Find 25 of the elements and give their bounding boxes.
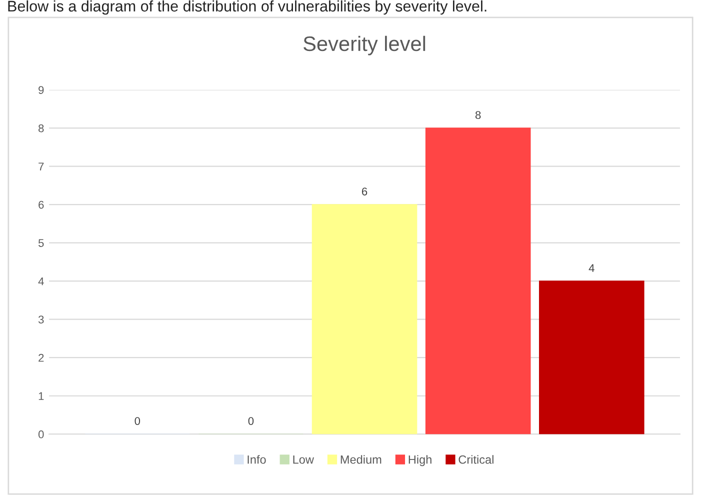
y-tick-label: 6 (38, 200, 44, 209)
data-label: 4 (588, 264, 594, 272)
bar (538, 280, 644, 434)
text: Below is a diagram of the distribution of vulnerabilities by severity level. (8, 0, 486, 15)
chart-title: Severity level (304, 36, 426, 56)
bar (312, 204, 418, 434)
legend-label: High (408, 455, 432, 466)
y-tick-label: 4 (38, 277, 44, 286)
y-tick-label: 1 (38, 392, 44, 400)
data-label: 0 (134, 417, 140, 425)
data-label: 8 (475, 111, 481, 119)
legend-label: Medium (340, 455, 382, 464)
y-tick-label: 5 (38, 239, 44, 247)
data-label: 6 (362, 188, 368, 196)
legend-label: Low (293, 456, 314, 464)
legend-label: Critical (458, 455, 494, 464)
y-tick-label: 9 (38, 86, 44, 94)
y-tick-label: 7 (38, 162, 44, 170)
y-tick-label: 3 (38, 316, 44, 324)
y-tick-label: 8 (38, 124, 44, 132)
legend-label: Info (248, 455, 266, 464)
y-tick-label: 2 (38, 354, 44, 362)
data-label: 0 (248, 417, 254, 425)
bar (425, 128, 531, 434)
y-tick-label: 0 (38, 430, 44, 438)
